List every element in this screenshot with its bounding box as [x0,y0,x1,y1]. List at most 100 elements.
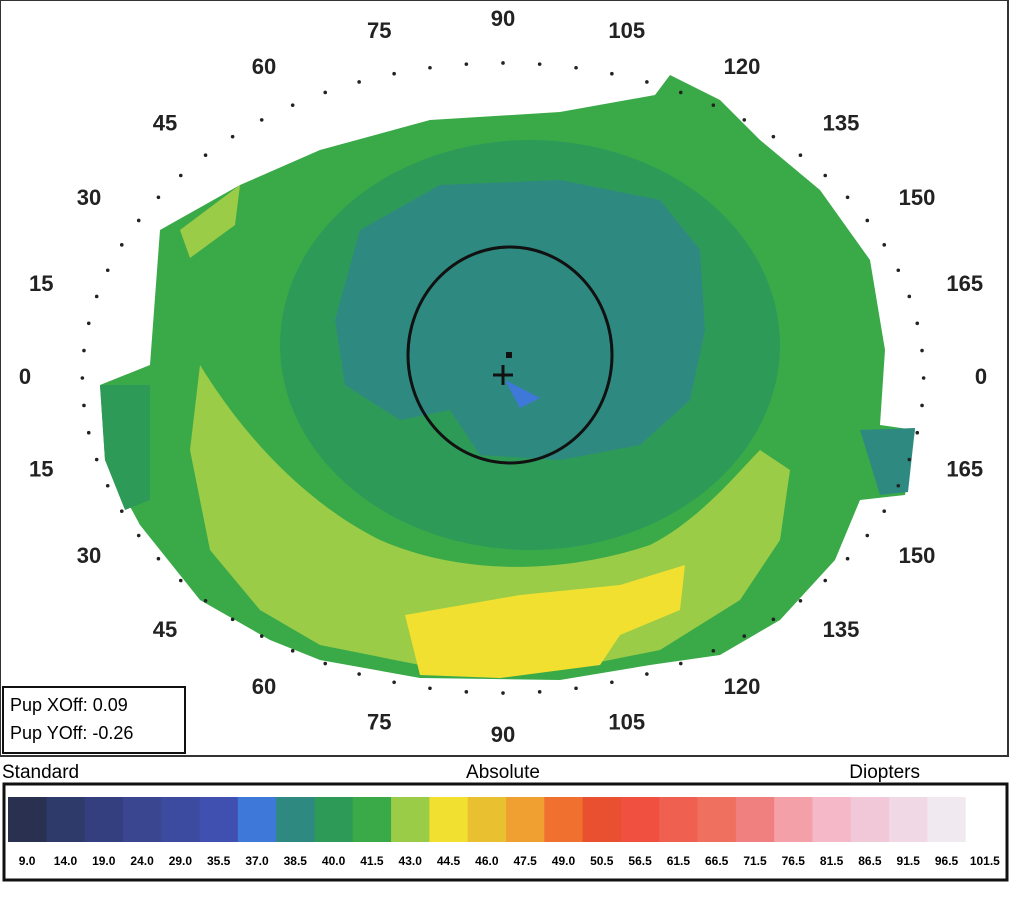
tick-dot [156,556,161,561]
scale-swatch [544,797,584,842]
scale-label: 40.0 [322,854,346,868]
scale-label: 101.5 [970,854,1000,868]
tick-dot [678,661,683,666]
scale-label: 38.5 [284,854,308,868]
tick-dot [645,80,649,84]
tick-dot [610,71,614,76]
topography-map [100,75,915,680]
tick-dot [915,430,920,435]
tick-dot [136,533,141,538]
tick-dot [882,509,887,513]
scale-label: 35.5 [207,854,231,868]
tick-dot [178,173,183,178]
zone-44-5 [405,565,685,678]
tick-dot [203,153,208,158]
scale-label: 71.5 [743,854,767,868]
pupil-center [506,352,512,358]
angle-label: 90 [491,6,515,31]
tick-dot [357,672,361,676]
angle-label: 30 [77,185,101,210]
tick-dot [921,376,926,380]
tick-dot [323,661,328,666]
tick-dot [94,294,99,299]
tick-dot [574,686,578,691]
scale-swatch [850,797,890,842]
tick-dot [798,598,803,603]
angle-label: 75 [367,18,391,43]
tick-dot [119,243,124,247]
scale-swatch [506,797,545,842]
tick-dot [105,268,110,273]
tick-dot [907,294,912,299]
tick-dot [80,376,85,380]
zone-edge [860,428,915,495]
tick-dot [259,634,264,638]
pupil-box [2,686,186,754]
tick-dot [357,80,361,84]
tick-dot [896,268,901,273]
scale-swatch [276,797,315,842]
scale-label: 29.0 [169,854,193,868]
tick-dot [178,578,183,583]
tick-dot [882,243,887,247]
tick-dot [574,65,578,70]
scale-right: Diopters [849,762,920,783]
angle-label: 165 [946,456,983,481]
scale-label: 43.0 [399,854,423,868]
tick-dot [845,195,850,200]
zone-edge-left [100,385,150,510]
tick-dot [645,672,649,676]
tick-dot [86,430,91,435]
tick-dot [259,118,264,122]
tick-dot [428,686,432,691]
angle-ticks [80,61,926,695]
scale-label: 19.0 [92,854,116,868]
angle-label: 60 [252,54,276,79]
angle-label: 0 [975,364,987,389]
scale-swatch [735,797,775,842]
tick-dot [105,483,110,488]
angle-label: 45 [153,111,177,136]
tick-dot [501,61,505,65]
angle-label: 30 [77,543,101,568]
scale-label: 46.0 [475,854,499,868]
tick-dot [865,533,870,538]
tick-dot [798,153,803,158]
tick-dot [230,617,235,622]
scale-swatch [391,797,430,842]
scale-label: 76.5 [782,854,806,868]
tick-dot [392,71,396,76]
scale-swatch [84,797,124,842]
scale-swatch [352,797,392,842]
angle-label: 135 [823,617,860,642]
scale-swatch [659,797,699,842]
scale-swatch [582,797,622,842]
scale-swatch [8,797,47,842]
pupil-outline [406,245,614,465]
tick-dot [136,218,141,223]
angle-label: 45 [153,617,177,642]
tick-dot [823,173,828,178]
tick-dot [464,62,469,66]
scale-swatch [46,797,86,842]
tick-dot [537,690,542,694]
scale-label: 47.5 [513,854,537,868]
angle-label: 15 [29,271,53,296]
tick-dot [610,680,614,685]
scale-label: 44.5 [437,854,461,868]
scale-label: 50.5 [590,854,614,868]
tick-dot [203,598,208,603]
scale-label: 96.5 [935,854,959,868]
angle-label: 150 [899,543,936,568]
tick-dot [711,649,716,653]
scale-swatch [812,797,852,842]
scale-label: 24.0 [130,854,154,868]
tick-dot [323,90,328,95]
scale-label: 91.5 [897,854,921,868]
scale-swatch [965,797,1005,842]
scale-swatch [889,797,928,842]
angle-label: 135 [823,111,860,136]
pupil-x: Pup XOff: 0.09 [10,695,128,715]
scale-label: 86.5 [858,854,882,868]
tick-dot [392,680,396,685]
